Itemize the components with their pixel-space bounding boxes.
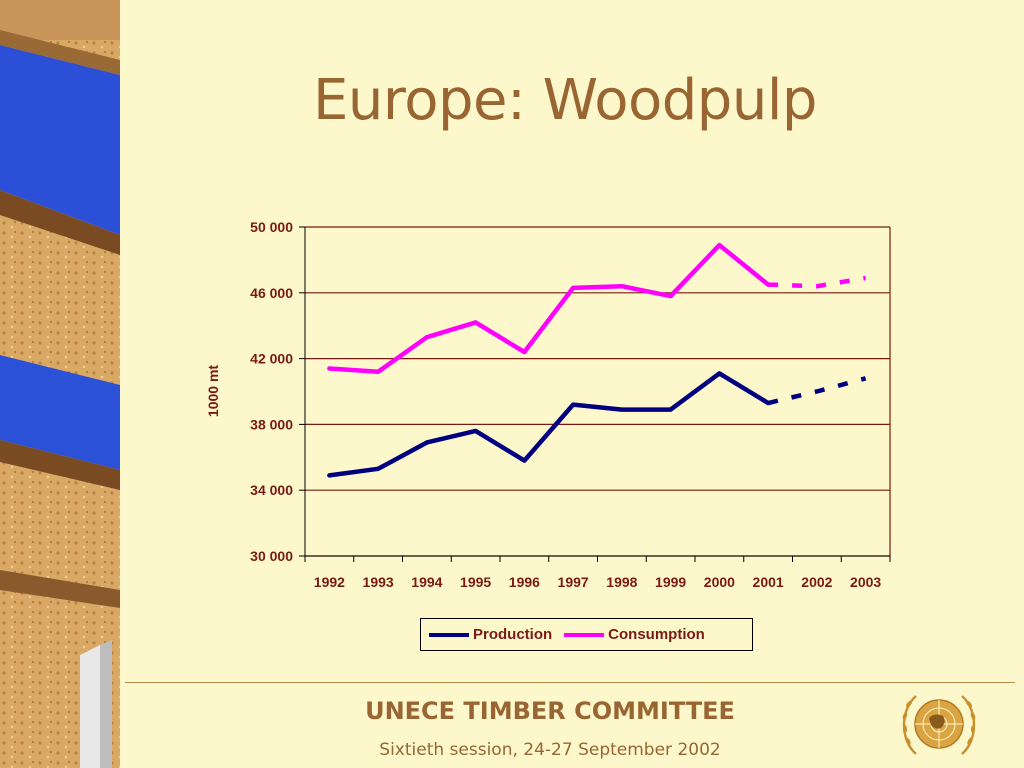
y-tick-label: 50 000 bbox=[250, 219, 293, 235]
x-tick-label: 2000 bbox=[704, 574, 735, 590]
wood-photo-graphic bbox=[0, 0, 120, 768]
x-tick-label: 1998 bbox=[606, 574, 637, 590]
series-lines bbox=[327, 242, 867, 478]
x-tick-label: 2001 bbox=[753, 574, 784, 590]
y-tick-label: 30 000 bbox=[250, 548, 293, 564]
x-tick-label: 1997 bbox=[558, 574, 589, 590]
footer-divider bbox=[125, 682, 1015, 683]
x-tick-label: 1994 bbox=[411, 574, 442, 590]
y-tick-label: 34 000 bbox=[250, 482, 293, 498]
chart-axes bbox=[299, 226, 891, 562]
x-tick-label: 1992 bbox=[314, 574, 345, 590]
x-tick-labels: 1992 1993 1994 1995 1996 1997 1998 1999 2000 2001… bbox=[314, 574, 882, 590]
footer-session-info: Sixtieth session, 24-27 September 2002 bbox=[379, 740, 721, 760]
x-tick-label: 1996 bbox=[509, 574, 540, 590]
series-forecast-line-consumption bbox=[768, 275, 866, 289]
legend-label-consumption: Consumption bbox=[608, 626, 705, 643]
woodpulp-line-chart: 30 000 34 000 38 000 42 000 46 000 50 000 199… bbox=[205, 219, 891, 590]
series-line-production bbox=[327, 371, 771, 478]
legend-item-production: Production bbox=[429, 626, 552, 643]
y-tick-label: 38 000 bbox=[250, 416, 293, 432]
grid-lines bbox=[305, 226, 891, 557]
chart-legend: Production Consumption bbox=[420, 618, 753, 651]
y-tick-label: 42 000 bbox=[250, 351, 293, 367]
y-tick-labels: 30 000 34 000 38 000 42 000 46 000 50 000 bbox=[250, 219, 293, 564]
series-forecast-line-production bbox=[767, 376, 867, 406]
x-tick-label: 1999 bbox=[655, 574, 686, 590]
x-tick-label: 1995 bbox=[460, 574, 491, 590]
legend-label-production: Production bbox=[473, 626, 553, 643]
un-emblem-icon bbox=[902, 695, 976, 755]
y-tick-label: 46 000 bbox=[250, 285, 293, 301]
footer-organization: UNECE TIMBER COMMITTEE bbox=[365, 697, 735, 725]
decorative-wood-photo-strip bbox=[0, 0, 120, 768]
legend-swatch-consumption bbox=[564, 632, 605, 637]
x-tick-label: 2003 bbox=[850, 574, 881, 590]
y-axis-label: 1000 mt bbox=[205, 365, 221, 417]
legend-swatch-production bbox=[429, 632, 469, 637]
x-tick-label: 2002 bbox=[801, 574, 832, 590]
slide-title: Europe: Woodpulp bbox=[313, 68, 817, 133]
series-line-consumption bbox=[327, 242, 771, 375]
legend-item-consumption: Consumption bbox=[564, 626, 705, 643]
x-tick-label: 1993 bbox=[363, 574, 394, 590]
